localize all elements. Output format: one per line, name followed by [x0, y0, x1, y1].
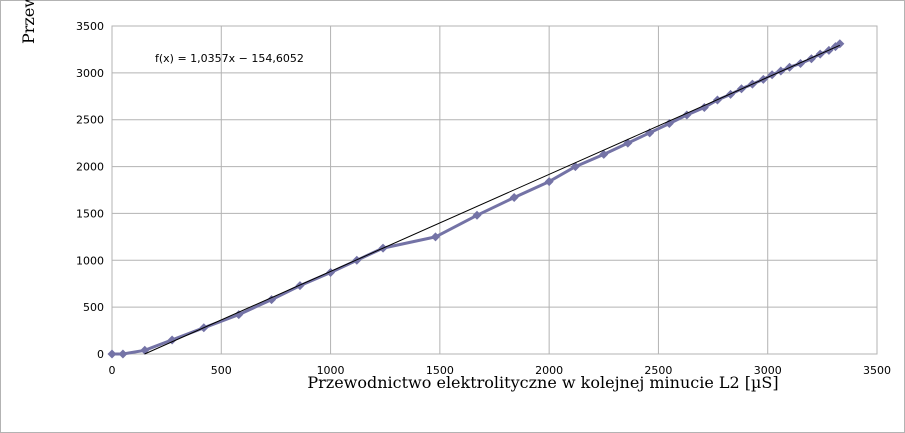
x-tick-label: 3500 [863, 364, 891, 377]
data-point [664, 118, 674, 128]
y-tick-label: 2500 [76, 114, 104, 127]
data-point [118, 349, 128, 359]
x-axis-title: Przewodnictwo elektrolityczne w kolejnej… [307, 373, 778, 392]
data-point [544, 177, 554, 187]
y-tick-label: 500 [83, 301, 104, 314]
plot-area [111, 25, 878, 355]
data-point [295, 281, 305, 291]
data-point [107, 349, 117, 359]
data-point [767, 70, 777, 80]
data-point [509, 192, 519, 202]
x-tick-labels: 0 500 1000 1500 2000 2500 3000 3500 [109, 364, 892, 377]
y-tick-labels: 0 500 1000 1500 2000 2500 3000 3500 [76, 20, 104, 361]
data-point [682, 110, 692, 120]
data-point [726, 89, 736, 99]
data-point [699, 103, 709, 113]
y-tick-label: 1500 [76, 207, 104, 220]
x-tick-label: 500 [211, 364, 232, 377]
y-tick-label: 3000 [76, 67, 104, 80]
data-point [472, 210, 482, 220]
x-tick-label: 3000 [754, 364, 782, 377]
trendline-equation: f(x) = 1,0357x − 154,6052 [155, 52, 304, 65]
x-tick-label: 2000 [535, 364, 563, 377]
data-point [599, 149, 609, 159]
x-tick-label: 1500 [426, 364, 454, 377]
x-tick-label: 2500 [644, 364, 672, 377]
data-point [167, 335, 177, 345]
y-axis-title: Przew [19, 0, 38, 44]
data-point [267, 295, 277, 305]
y-tick-label: 1000 [76, 254, 104, 267]
series-markers [107, 39, 845, 359]
x-tick-label: 0 [109, 364, 116, 377]
y-tick-label: 2000 [76, 161, 104, 174]
y-tick-label: 0 [97, 348, 104, 361]
data-point [234, 310, 244, 320]
gridlines [111, 25, 878, 355]
data-point [796, 58, 805, 68]
trendline [144, 44, 841, 355]
data-point [570, 162, 580, 172]
y-tick-label: 3500 [76, 20, 104, 33]
data-point [430, 232, 440, 242]
x-tick-label: 1000 [317, 364, 345, 377]
